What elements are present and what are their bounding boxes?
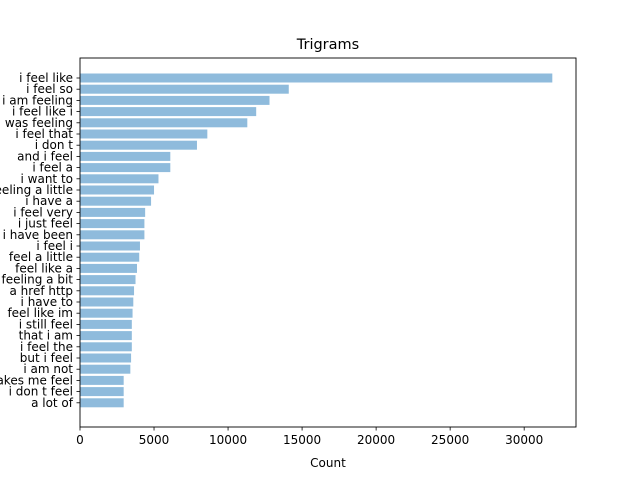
bar-that-i-am [80,331,132,341]
y-tick-label: makes me feel [0,373,73,387]
bar-i-don-t [80,140,197,150]
y-tick-label: i don t [35,138,74,152]
y-tick-label: i feel like i [12,105,73,119]
x-tick-label: 10000 [209,433,247,447]
x-axis-ticks: 0 5000 10000 15000 20000 25000 30000 [76,427,543,447]
bar-makes-me-feel [80,375,124,385]
y-tick-label: feel like im [7,306,73,320]
bar-i-feel-so [80,84,289,94]
x-tick-label: 25000 [431,433,469,447]
y-tick-label: i still feel [19,317,73,331]
y-tick-label: i feel a [32,161,73,175]
y-tick-label: i just feel [18,217,73,231]
bar-feeling-a-bit [80,275,136,285]
bar-but-i-feel [80,353,132,363]
x-tick-label: 5000 [139,433,170,447]
bar-i-feel-like [80,73,553,83]
y-tick-label: i am not [23,362,73,376]
bar-i-want-to [80,174,159,184]
bar-i-have-to [80,297,134,307]
bar-i-am-not [80,364,131,374]
bar-i-feel-a [80,163,171,173]
y-tick-label: i feel so [26,82,73,96]
y-tick-label: i feel the [20,340,73,354]
y-tick-label: i was feeling [0,116,73,130]
y-tick-label: i don t feel [9,385,73,399]
y-tick-label: a lot of [31,396,74,410]
bar-i-don-t-feel [80,387,124,397]
x-tick-label: 0 [76,433,84,447]
y-tick-label: i feel like [19,71,73,85]
y-tick-label: feel like a [15,261,73,275]
bar-i-feel-the [80,342,132,352]
bar-i-have-been [80,230,145,240]
bar-feeling-a-little [80,185,155,195]
y-tick-label: i feel that [15,127,73,141]
y-tick-label: i have a [25,194,73,208]
y-tick-label: feeling a little [0,183,73,197]
bars-group [80,73,553,408]
bar-i-was-feeling [80,118,248,128]
bar-i-have-a [80,196,152,206]
bar-i-feel-very [80,207,146,217]
chart-title: Trigrams [296,37,359,53]
bar-a-lot-of [80,398,124,408]
y-tick-label: but i feel [20,351,73,365]
x-tick-label: 15000 [283,433,321,447]
bar-and-i-feel [80,151,171,161]
x-axis-label: Count [310,456,346,470]
y-tick-label: that i am [19,329,73,343]
bar-i-feel-that [80,129,208,139]
y-tick-label: i feel very [13,205,73,219]
bar-i-just-feel [80,219,145,229]
x-tick-label: 20000 [357,433,395,447]
y-tick-label: and i feel [17,149,73,163]
bar-i-am-feeling [80,95,270,105]
bar-feel-like-im [80,308,133,318]
y-tick-label: i have to [21,295,73,309]
bar-i-feel-i [80,241,140,251]
bar-feel-a-little [80,252,140,262]
bar-a-href-http [80,286,135,296]
bar-feel-like-a [80,263,138,273]
y-tick-label: i feel i [36,239,73,253]
bar-i-still-feel [80,319,132,329]
y-tick-label: feel a little [9,250,73,264]
y-tick-label: i have been [3,228,73,242]
bar-i-feel-like-i [80,107,257,117]
x-tick-label: 30000 [505,433,543,447]
y-tick-label: i want to [21,172,74,186]
plot-frame [79,57,577,428]
y-tick-label: a href http [10,284,74,298]
y-tick-label: i am feeling [2,93,73,107]
y-tick-label: feeling a bit [1,273,73,287]
